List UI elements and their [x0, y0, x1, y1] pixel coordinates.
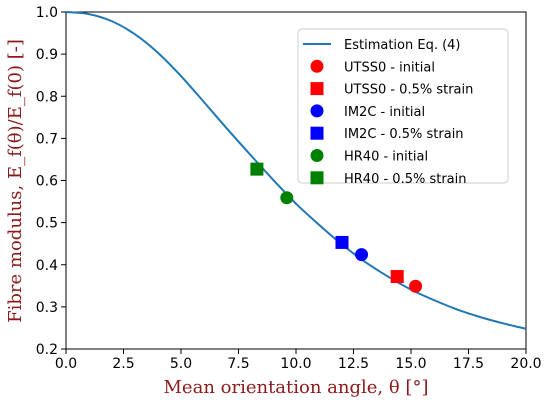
- x-tick-label: 0.0: [55, 356, 77, 372]
- legend-circle-swatch: [310, 104, 324, 118]
- legend-circle-swatch: [310, 59, 324, 73]
- y-tick-label: 0.6: [36, 174, 58, 190]
- y-tick-label: 0.2: [36, 342, 58, 358]
- x-axis-title: Mean orientation angle, θ [°]: [164, 377, 429, 398]
- x-tick-label: 15.0: [395, 356, 426, 372]
- y-tick-label: 0.5: [36, 216, 58, 232]
- x-tick-label: 20.0: [510, 356, 541, 372]
- legend-square-swatch: [310, 126, 324, 140]
- legend-square-swatch: [310, 82, 324, 96]
- x-axis-ticks: 0.0 2.5 5.0 7.5 10.0 12.5 15.0 17.5 20.0: [55, 349, 542, 372]
- x-tick-label: 7.5: [227, 356, 249, 372]
- y-tick-label: 0.9: [36, 47, 58, 63]
- x-tick-label: 17.5: [453, 356, 484, 372]
- y-axis-ticks: 0.2 0.3 0.4 0.5 0.6 0.7 0.8 0.9 1.0: [36, 5, 66, 358]
- data-point-square: [390, 270, 404, 284]
- legend-label: Estimation Eq. (4): [344, 38, 461, 53]
- legend-label: HR40 - initial: [344, 150, 428, 165]
- y-axis-title: Fibre modulus, E_f(θ)/E_f(0) [-]: [5, 39, 26, 323]
- data-point-square: [335, 235, 349, 249]
- legend-circle-swatch: [310, 149, 324, 162]
- legend: Estimation Eq. (4) UTSS0 - initial UTSS0 -…: [297, 28, 509, 187]
- legend-square-swatch: [310, 171, 324, 185]
- estimation-curve: [65, 11, 527, 330]
- y-tick-label: 1.0: [36, 5, 58, 21]
- y-tick-label: 0.3: [36, 300, 58, 316]
- y-tick-label: 0.8: [36, 89, 58, 105]
- legend-label: IM2C - 0.5% strain: [344, 127, 464, 142]
- legend-label: IM2C - initial: [344, 105, 425, 120]
- legend-label: HR40 - 0.5% strain: [344, 172, 467, 187]
- x-tick-label: 12.5: [338, 356, 369, 372]
- legend-box: [297, 28, 509, 184]
- x-tick-label: 10.0: [280, 356, 311, 372]
- legend-label: UTSS0 - 0.5% strain: [344, 83, 473, 98]
- data-point-circle: [355, 248, 369, 262]
- legend-label: UTSS0 - initial: [344, 60, 435, 75]
- x-tick-label: 5.0: [170, 356, 192, 372]
- data-point-circle: [280, 191, 294, 205]
- data-point-circle: [409, 279, 423, 293]
- data-point-square: [250, 162, 264, 176]
- y-tick-label: 0.7: [36, 131, 58, 147]
- y-tick-label: 0.4: [36, 258, 58, 274]
- x-tick-label: 2.5: [112, 356, 134, 372]
